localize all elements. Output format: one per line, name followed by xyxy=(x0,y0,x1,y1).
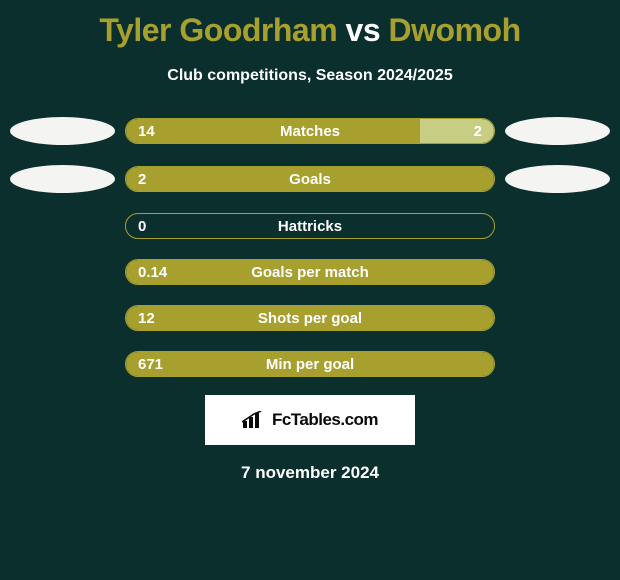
stat-bar: 0 Hattricks xyxy=(125,213,495,239)
stat-left-value: 0.14 xyxy=(138,264,167,281)
bar-right-fill xyxy=(420,119,494,143)
stat-left-value: 671 xyxy=(138,356,163,373)
watermark-label: FcTables.com xyxy=(272,410,378,430)
stats-list: 14 Matches 2 2 Goals 0 Hattricks 0.14 Goals per … xyxy=(0,117,620,377)
title-player2: Dwomoh xyxy=(389,12,521,48)
stat-bar: 12 Shots per goal xyxy=(125,305,495,331)
subtitle: Club competitions, Season 2024/2025 xyxy=(0,67,620,85)
chart-icon xyxy=(242,411,266,429)
stat-label: Shots per goal xyxy=(258,310,362,327)
player1-marker xyxy=(10,117,115,145)
player2-marker xyxy=(505,117,610,145)
player2-marker xyxy=(505,165,610,193)
stat-left-value: 2 xyxy=(138,171,146,188)
watermark: FcTables.com xyxy=(205,395,415,445)
stat-label: Goals per match xyxy=(251,264,369,281)
title-vs: vs xyxy=(346,12,381,48)
bar-left-fill xyxy=(126,119,420,143)
stat-row: 671 Min per goal xyxy=(10,351,610,377)
stat-left-value: 14 xyxy=(138,123,155,140)
stat-left-value: 12 xyxy=(138,310,155,327)
page-title: Tyler Goodrham vs Dwomoh xyxy=(0,0,620,49)
stat-label: Min per goal xyxy=(266,356,354,373)
title-player1: Tyler Goodrham xyxy=(99,12,337,48)
date-label: 7 november 2024 xyxy=(0,463,620,483)
stat-label: Hattricks xyxy=(278,218,342,235)
stat-bar: 2 Goals xyxy=(125,166,495,192)
player1-marker xyxy=(10,165,115,193)
stat-row: 0.14 Goals per match xyxy=(10,259,610,285)
stat-row: 12 Shots per goal xyxy=(10,305,610,331)
comparison-card: Tyler Goodrham vs Dwomoh Club competitio… xyxy=(0,0,620,580)
stat-bar: 14 Matches 2 xyxy=(125,118,495,144)
stat-bar: 671 Min per goal xyxy=(125,351,495,377)
stat-row: 2 Goals xyxy=(10,165,610,193)
stat-right-value: 2 xyxy=(474,123,482,140)
stat-left-value: 0 xyxy=(138,218,146,235)
stat-label: Matches xyxy=(280,123,340,140)
stat-row: 14 Matches 2 xyxy=(10,117,610,145)
stat-row: 0 Hattricks xyxy=(10,213,610,239)
stat-label: Goals xyxy=(289,171,331,188)
stat-bar: 0.14 Goals per match xyxy=(125,259,495,285)
